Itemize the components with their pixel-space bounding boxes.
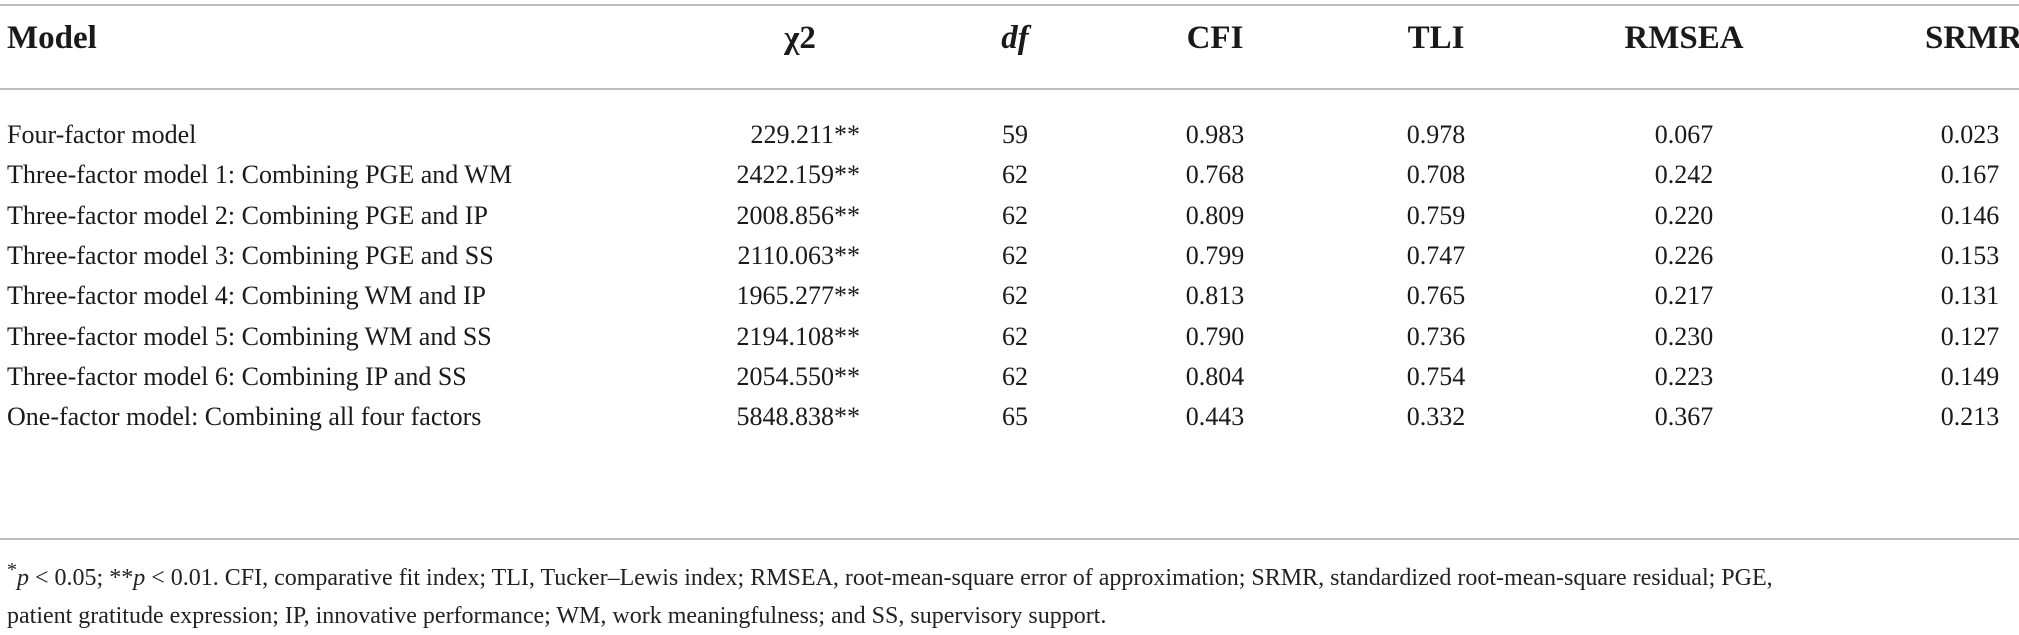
header-cfi: CFI (1186, 20, 1244, 56)
cell-rmsea: 0.230 (1654, 322, 1714, 351)
cell-rmsea: 0.226 (1654, 241, 1714, 270)
cell-chi2: 5848.838** (736, 402, 861, 431)
cell-df: 62 (1002, 281, 1028, 310)
cell-cfi: 0.804 (1185, 362, 1245, 391)
header-chi2: χ2 (784, 20, 816, 56)
header-rmsea: RMSEA (1624, 20, 1744, 56)
cell-cfi: 0.443 (1185, 402, 1245, 431)
cell-tli: 0.765 (1406, 281, 1466, 310)
cell-df: 62 (1002, 362, 1028, 391)
cell-srmr: 0.146 (1940, 201, 2000, 230)
table-header-rule (0, 88, 2019, 90)
footnote-sig2: < 0.01. CFI, comparative fit index; TLI,… (145, 565, 1773, 591)
cell-srmr: 0.023 (1940, 120, 2000, 149)
cell-tli: 0.759 (1406, 201, 1466, 230)
footnote-line-2: patient gratitude expression; IP, innova… (7, 603, 1107, 629)
header-tli: TLI (1407, 20, 1465, 56)
cell-rmsea: 0.217 (1654, 281, 1714, 310)
cell-rmsea: 0.067 (1654, 120, 1714, 149)
footnote-star: * (7, 559, 17, 581)
cell-model: Three-factor model 2: Combining PGE and … (7, 201, 488, 230)
cell-chi2: 2008.856** (736, 201, 861, 230)
cell-rmsea: 0.220 (1654, 201, 1714, 230)
cell-tli: 0.754 (1406, 362, 1466, 391)
cell-srmr: 0.131 (1940, 281, 2000, 310)
cell-tli: 0.747 (1406, 241, 1466, 270)
footnote-sig1: < 0.05; ** (29, 565, 134, 591)
cell-df: 62 (1002, 322, 1028, 351)
cell-model: Three-factor model 1: Combining PGE and … (7, 160, 512, 189)
cell-model: Four-factor model (7, 120, 197, 149)
cell-cfi: 0.768 (1185, 160, 1245, 189)
cell-srmr: 0.149 (1940, 362, 2000, 391)
cell-cfi: 0.799 (1185, 241, 1245, 270)
cell-cfi: 0.809 (1185, 201, 1245, 230)
cell-chi2: 2054.550** (736, 362, 861, 391)
table-top-rule (0, 4, 2019, 6)
table-bottom-rule (0, 538, 2019, 540)
cell-df: 65 (1002, 402, 1028, 431)
cell-cfi: 0.790 (1185, 322, 1245, 351)
cell-srmr: 0.153 (1940, 241, 2000, 270)
cell-chi2: 2194.108** (736, 322, 861, 351)
cell-chi2: 2422.159** (736, 160, 861, 189)
cell-df: 62 (1002, 241, 1028, 270)
cell-chi2: 2110.063** (737, 241, 860, 270)
cell-srmr: 0.213 (1940, 402, 2000, 431)
cell-rmsea: 0.223 (1654, 362, 1714, 391)
cell-model: Three-factor model 5: Combining WM and S… (7, 322, 492, 351)
cell-model: One-factor model: Combining all four fac… (7, 402, 482, 431)
header-df: df (1001, 20, 1029, 56)
footnote-p1: p (17, 565, 29, 591)
header-srmr: SRMR (1925, 20, 2019, 56)
cell-cfi: 0.813 (1185, 281, 1245, 310)
cell-chi2: 229.211** (750, 120, 860, 149)
cell-model: Three-factor model 4: Combining WM and I… (7, 281, 486, 310)
cell-tli: 0.736 (1406, 322, 1466, 351)
cell-df: 59 (1002, 120, 1028, 149)
footnote-line-1: *p < 0.05; **p < 0.01. CFI, comparative … (7, 551, 2007, 597)
cell-tli: 0.332 (1406, 402, 1466, 431)
cell-model: Three-factor model 6: Combining IP and S… (7, 362, 467, 391)
cell-df: 62 (1002, 160, 1028, 189)
cell-chi2: 1965.277** (736, 281, 861, 310)
cell-srmr: 0.127 (1940, 322, 2000, 351)
cell-cfi: 0.983 (1185, 120, 1245, 149)
table-footnote: *p < 0.05; **p < 0.01. CFI, comparative … (7, 551, 2007, 635)
cell-rmsea: 0.367 (1654, 402, 1714, 431)
cell-srmr: 0.167 (1940, 160, 2000, 189)
cell-model: Three-factor model 3: Combining PGE and … (7, 241, 494, 270)
header-model: Model (7, 20, 97, 56)
cell-df: 62 (1002, 201, 1028, 230)
cell-rmsea: 0.242 (1654, 160, 1714, 189)
cell-tli: 0.978 (1406, 120, 1466, 149)
footnote-p2: p (133, 565, 146, 591)
cell-tli: 0.708 (1406, 160, 1466, 189)
